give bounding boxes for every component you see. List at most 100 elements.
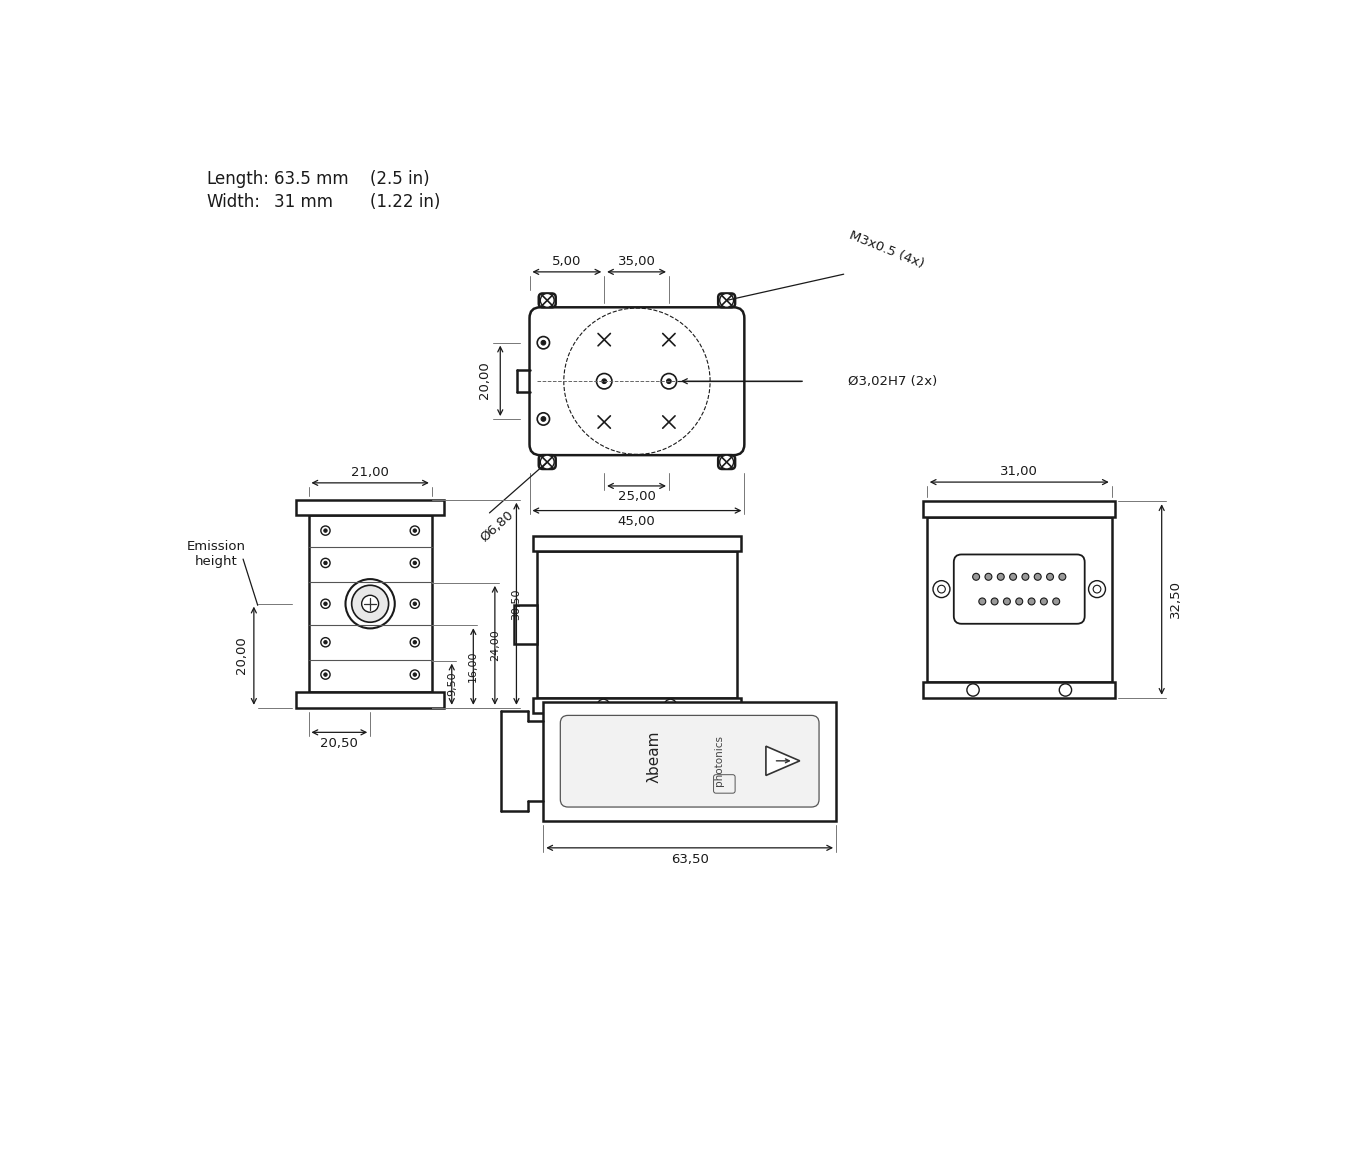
Bar xyxy=(533,536,741,552)
Text: Ø6,80: Ø6,80 xyxy=(478,508,517,544)
Circle shape xyxy=(537,413,549,425)
Text: 20,00: 20,00 xyxy=(234,637,248,674)
Polygon shape xyxy=(766,746,800,775)
Circle shape xyxy=(1047,573,1054,580)
Text: 30,50: 30,50 xyxy=(511,588,522,619)
Circle shape xyxy=(1089,581,1105,597)
Bar xyxy=(533,697,741,713)
Bar xyxy=(927,517,1112,682)
Text: 31,00: 31,00 xyxy=(1000,465,1039,478)
FancyBboxPatch shape xyxy=(538,456,556,469)
Text: photonics: photonics xyxy=(714,736,724,787)
Text: (1.22 in): (1.22 in) xyxy=(371,193,440,211)
Circle shape xyxy=(979,598,985,605)
Circle shape xyxy=(320,558,330,567)
Text: 31 mm: 31 mm xyxy=(274,193,333,211)
FancyBboxPatch shape xyxy=(714,775,735,794)
Circle shape xyxy=(324,640,327,644)
Text: Ø3,02H7 (2x): Ø3,02H7 (2x) xyxy=(848,374,936,388)
Circle shape xyxy=(345,579,395,629)
Circle shape xyxy=(410,638,420,647)
Bar xyxy=(296,500,444,515)
Circle shape xyxy=(664,700,676,711)
Circle shape xyxy=(541,417,545,422)
Circle shape xyxy=(1052,598,1059,605)
Text: 20,50: 20,50 xyxy=(320,737,358,749)
Circle shape xyxy=(324,602,327,605)
Text: 63.5 mm: 63.5 mm xyxy=(274,171,349,188)
Circle shape xyxy=(413,602,417,605)
Circle shape xyxy=(413,529,417,532)
Bar xyxy=(544,702,836,820)
Circle shape xyxy=(985,573,992,580)
Circle shape xyxy=(361,595,379,612)
Circle shape xyxy=(320,638,330,647)
Bar xyxy=(514,605,537,644)
Text: Length:: Length: xyxy=(206,171,269,188)
Text: 24,00: 24,00 xyxy=(489,630,500,661)
Circle shape xyxy=(1010,573,1017,580)
Circle shape xyxy=(597,373,612,389)
FancyBboxPatch shape xyxy=(538,294,556,307)
Text: Width:: Width: xyxy=(206,193,260,211)
Circle shape xyxy=(410,670,420,680)
Circle shape xyxy=(324,529,327,532)
Text: 5,00: 5,00 xyxy=(552,256,581,268)
FancyBboxPatch shape xyxy=(954,554,1085,624)
Circle shape xyxy=(998,573,1005,580)
Circle shape xyxy=(410,558,420,567)
Text: 45,00: 45,00 xyxy=(617,515,656,528)
Circle shape xyxy=(1093,586,1101,593)
FancyBboxPatch shape xyxy=(529,307,744,456)
Text: 35,00: 35,00 xyxy=(617,256,656,268)
Circle shape xyxy=(991,598,998,605)
Text: 16,00: 16,00 xyxy=(469,651,478,682)
Circle shape xyxy=(667,379,671,383)
Circle shape xyxy=(320,670,330,680)
Circle shape xyxy=(324,673,327,676)
Text: 9,50: 9,50 xyxy=(447,672,457,696)
Circle shape xyxy=(320,526,330,536)
Circle shape xyxy=(1059,573,1066,580)
Bar xyxy=(308,515,432,693)
Circle shape xyxy=(410,600,420,609)
Circle shape xyxy=(540,294,555,307)
Bar xyxy=(923,682,1115,697)
Text: 63,50: 63,50 xyxy=(671,853,709,866)
Circle shape xyxy=(1059,683,1071,696)
Circle shape xyxy=(1028,598,1035,605)
Bar xyxy=(923,501,1115,517)
Text: 20,00: 20,00 xyxy=(478,361,492,400)
Circle shape xyxy=(410,526,420,536)
Text: 21,00: 21,00 xyxy=(352,466,388,479)
Circle shape xyxy=(413,673,417,676)
Circle shape xyxy=(540,456,555,469)
Bar xyxy=(296,693,444,708)
FancyBboxPatch shape xyxy=(718,456,735,469)
Bar xyxy=(537,552,737,697)
Circle shape xyxy=(320,600,330,609)
FancyBboxPatch shape xyxy=(718,294,735,307)
Text: 25,00: 25,00 xyxy=(617,490,656,503)
Text: λbeam: λbeam xyxy=(647,731,662,783)
Text: (2.5 in): (2.5 in) xyxy=(371,171,429,188)
Circle shape xyxy=(352,586,388,622)
Circle shape xyxy=(1035,573,1041,580)
Text: Emission
height: Emission height xyxy=(187,540,245,568)
Text: M3x0.5 (4x): M3x0.5 (4x) xyxy=(848,229,925,271)
Circle shape xyxy=(537,337,549,349)
Circle shape xyxy=(541,340,545,345)
Circle shape xyxy=(324,561,327,565)
Circle shape xyxy=(973,573,980,580)
Circle shape xyxy=(661,373,676,389)
Circle shape xyxy=(720,294,733,307)
Circle shape xyxy=(934,581,950,597)
Circle shape xyxy=(720,456,733,469)
Circle shape xyxy=(966,683,979,696)
Text: 32,50: 32,50 xyxy=(1169,580,1182,618)
FancyBboxPatch shape xyxy=(560,716,819,808)
Circle shape xyxy=(938,586,946,593)
Circle shape xyxy=(1015,598,1022,605)
Circle shape xyxy=(1040,598,1047,605)
Circle shape xyxy=(1022,573,1029,580)
